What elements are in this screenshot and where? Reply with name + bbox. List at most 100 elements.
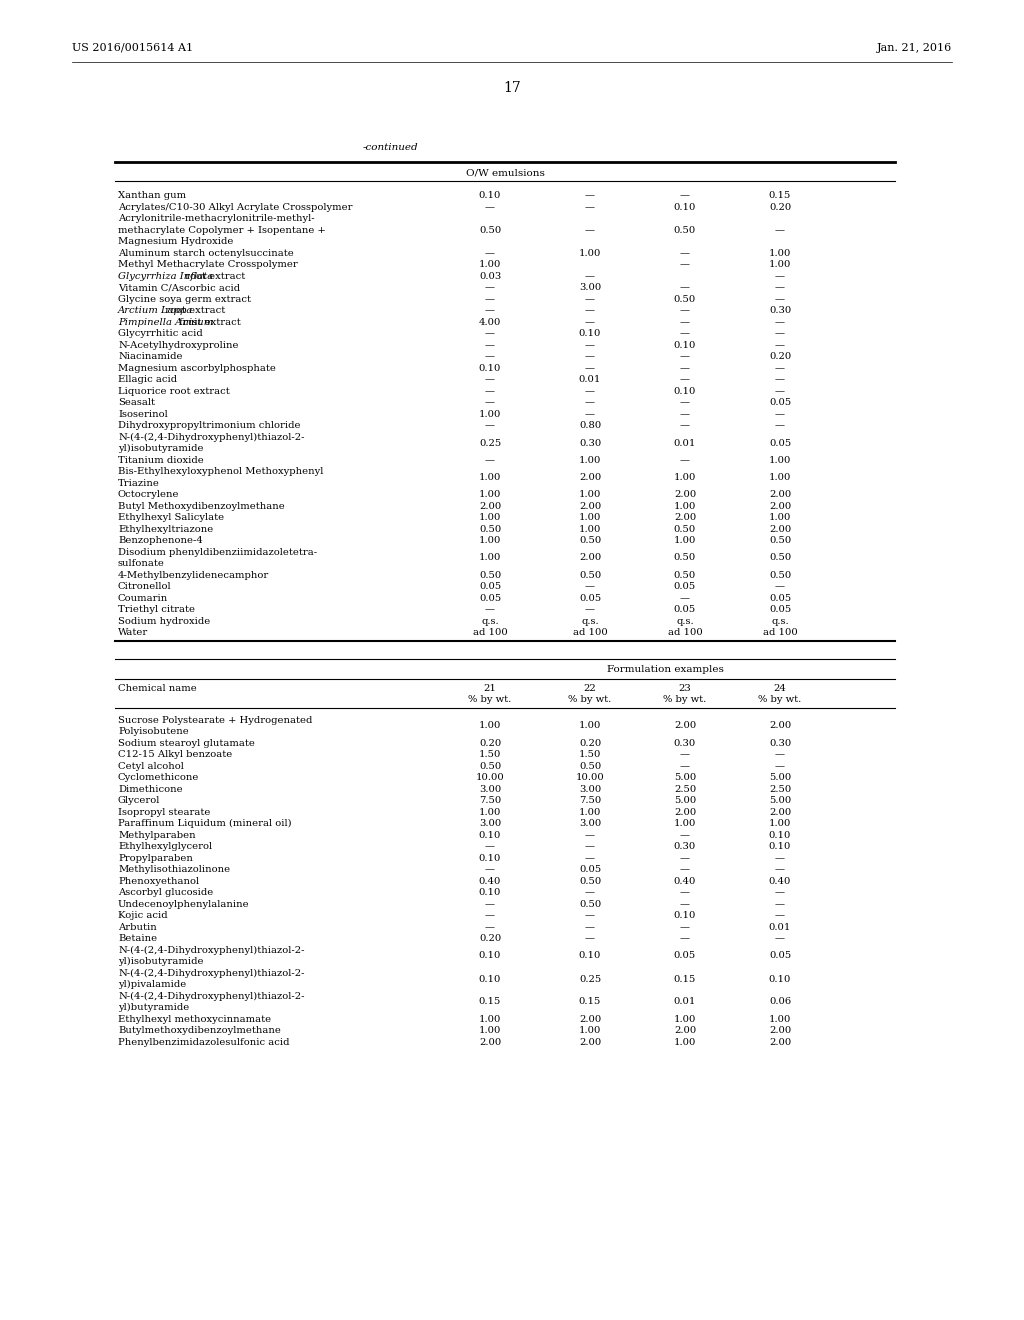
Text: 5.00: 5.00 — [769, 796, 792, 805]
Text: ad 100: ad 100 — [572, 628, 607, 638]
Text: 1.00: 1.00 — [674, 1015, 696, 1024]
Text: —: — — [485, 387, 495, 396]
Text: 1.00: 1.00 — [479, 808, 501, 817]
Text: —: — — [680, 935, 690, 944]
Text: 7.50: 7.50 — [479, 796, 501, 805]
Text: —: — — [585, 226, 595, 235]
Text: 1.00: 1.00 — [479, 490, 501, 499]
Text: ad 100: ad 100 — [763, 628, 798, 638]
Text: —: — — [680, 306, 690, 315]
Text: 3.00: 3.00 — [579, 785, 601, 793]
Text: Cyclomethicone: Cyclomethicone — [118, 774, 200, 783]
Text: Acrylates/C10-30 Alkyl Acrylate Crosspolymer: Acrylates/C10-30 Alkyl Acrylate Crosspol… — [118, 203, 352, 211]
Text: 0.20: 0.20 — [479, 935, 501, 944]
Text: —: — — [775, 375, 785, 384]
Text: 3.00: 3.00 — [479, 820, 501, 828]
Text: 0.06: 0.06 — [769, 998, 792, 1006]
Text: —: — — [585, 387, 595, 396]
Text: Ethylhexylglycerol: Ethylhexylglycerol — [118, 842, 212, 851]
Text: Methyl Methacrylate Crosspolymer: Methyl Methacrylate Crosspolymer — [118, 260, 298, 269]
Text: root extract: root extract — [182, 272, 246, 281]
Text: —: — — [485, 842, 495, 851]
Text: —: — — [775, 284, 785, 292]
Text: Glycyrrhiza Inflata: Glycyrrhiza Inflata — [118, 272, 213, 281]
Text: —: — — [585, 341, 595, 350]
Text: Liquorice root extract: Liquorice root extract — [118, 387, 229, 396]
Text: 0.05: 0.05 — [769, 606, 792, 614]
Text: 0.20: 0.20 — [769, 203, 792, 211]
Text: 0.05: 0.05 — [674, 582, 696, 591]
Text: q.s.: q.s. — [676, 616, 694, 626]
Text: Glycerol: Glycerol — [118, 796, 161, 805]
Text: 1.00: 1.00 — [674, 536, 696, 545]
Text: yl)pivalamide: yl)pivalamide — [118, 981, 186, 989]
Text: 0.50: 0.50 — [674, 570, 696, 579]
Text: 2.00: 2.00 — [674, 808, 696, 817]
Text: —: — — [585, 191, 595, 201]
Text: Ascorbyl glucoside: Ascorbyl glucoside — [118, 888, 213, 898]
Text: Ethylhexyl Salicylate: Ethylhexyl Salicylate — [118, 513, 224, 523]
Text: Butylmethoxydibenzoylmethane: Butylmethoxydibenzoylmethane — [118, 1026, 281, 1035]
Text: Triazine: Triazine — [118, 479, 160, 488]
Text: Acrylonitrile-methacrylonitrile-methyl-: Acrylonitrile-methacrylonitrile-methyl- — [118, 214, 314, 223]
Text: Water: Water — [118, 628, 148, 638]
Text: 0.50: 0.50 — [579, 536, 601, 545]
Text: 1.00: 1.00 — [579, 1026, 601, 1035]
Text: 0.15: 0.15 — [579, 998, 601, 1006]
Text: Triethyl citrate: Triethyl citrate — [118, 606, 195, 614]
Text: —: — — [585, 352, 595, 362]
Text: 0.50: 0.50 — [674, 525, 696, 533]
Text: q.s.: q.s. — [582, 616, 599, 626]
Text: % by wt.: % by wt. — [468, 696, 512, 705]
Text: —: — — [775, 750, 785, 759]
Text: 1.00: 1.00 — [579, 455, 601, 465]
Text: 0.50: 0.50 — [674, 553, 696, 562]
Text: 0.25: 0.25 — [479, 438, 501, 447]
Text: —: — — [680, 329, 690, 338]
Text: 2.00: 2.00 — [769, 1038, 792, 1047]
Text: —: — — [775, 762, 785, 771]
Text: —: — — [485, 329, 495, 338]
Text: 2.50: 2.50 — [769, 785, 792, 793]
Text: 0.05: 0.05 — [674, 952, 696, 961]
Text: —: — — [485, 284, 495, 292]
Text: 3.00: 3.00 — [479, 785, 501, 793]
Text: Phenylbenzimidazolesulfonic acid: Phenylbenzimidazolesulfonic acid — [118, 1038, 290, 1047]
Text: 0.10: 0.10 — [479, 974, 501, 983]
Text: % by wt.: % by wt. — [664, 696, 707, 705]
Text: 0.50: 0.50 — [579, 876, 601, 886]
Text: —: — — [585, 911, 595, 920]
Text: 10.00: 10.00 — [575, 774, 604, 783]
Text: methacrylate Copolymer + Isopentane +: methacrylate Copolymer + Isopentane + — [118, 226, 326, 235]
Text: —: — — [680, 750, 690, 759]
Text: ad 100: ad 100 — [668, 628, 702, 638]
Text: 23: 23 — [679, 684, 691, 693]
Text: —: — — [585, 923, 595, 932]
Text: q.s.: q.s. — [771, 616, 788, 626]
Text: 1.00: 1.00 — [674, 820, 696, 828]
Text: 0.50: 0.50 — [579, 570, 601, 579]
Text: yl)isobutyramide: yl)isobutyramide — [118, 957, 204, 966]
Text: 0.05: 0.05 — [479, 594, 501, 603]
Text: 0.10: 0.10 — [674, 203, 696, 211]
Text: —: — — [585, 606, 595, 614]
Text: 21: 21 — [483, 684, 497, 693]
Text: 0.10: 0.10 — [769, 974, 792, 983]
Text: Undecenoylphenylalanine: Undecenoylphenylalanine — [118, 900, 250, 908]
Text: 0.15: 0.15 — [769, 191, 792, 201]
Text: —: — — [680, 248, 690, 257]
Text: 0.05: 0.05 — [769, 438, 792, 447]
Text: 0.10: 0.10 — [479, 364, 501, 372]
Text: —: — — [485, 421, 495, 430]
Text: 0.30: 0.30 — [674, 739, 696, 747]
Text: 1.00: 1.00 — [674, 473, 696, 482]
Text: —: — — [680, 594, 690, 603]
Text: Magnesium ascorbylphosphate: Magnesium ascorbylphosphate — [118, 364, 275, 372]
Text: Niacinamide: Niacinamide — [118, 352, 182, 362]
Text: 1.00: 1.00 — [579, 525, 601, 533]
Text: 0.05: 0.05 — [769, 399, 792, 408]
Text: —: — — [775, 318, 785, 327]
Text: —: — — [485, 352, 495, 362]
Text: 2.00: 2.00 — [579, 1015, 601, 1024]
Text: N-(4-(2,4-Dihydroxyphenyl)thiazol-2-: N-(4-(2,4-Dihydroxyphenyl)thiazol-2- — [118, 969, 304, 978]
